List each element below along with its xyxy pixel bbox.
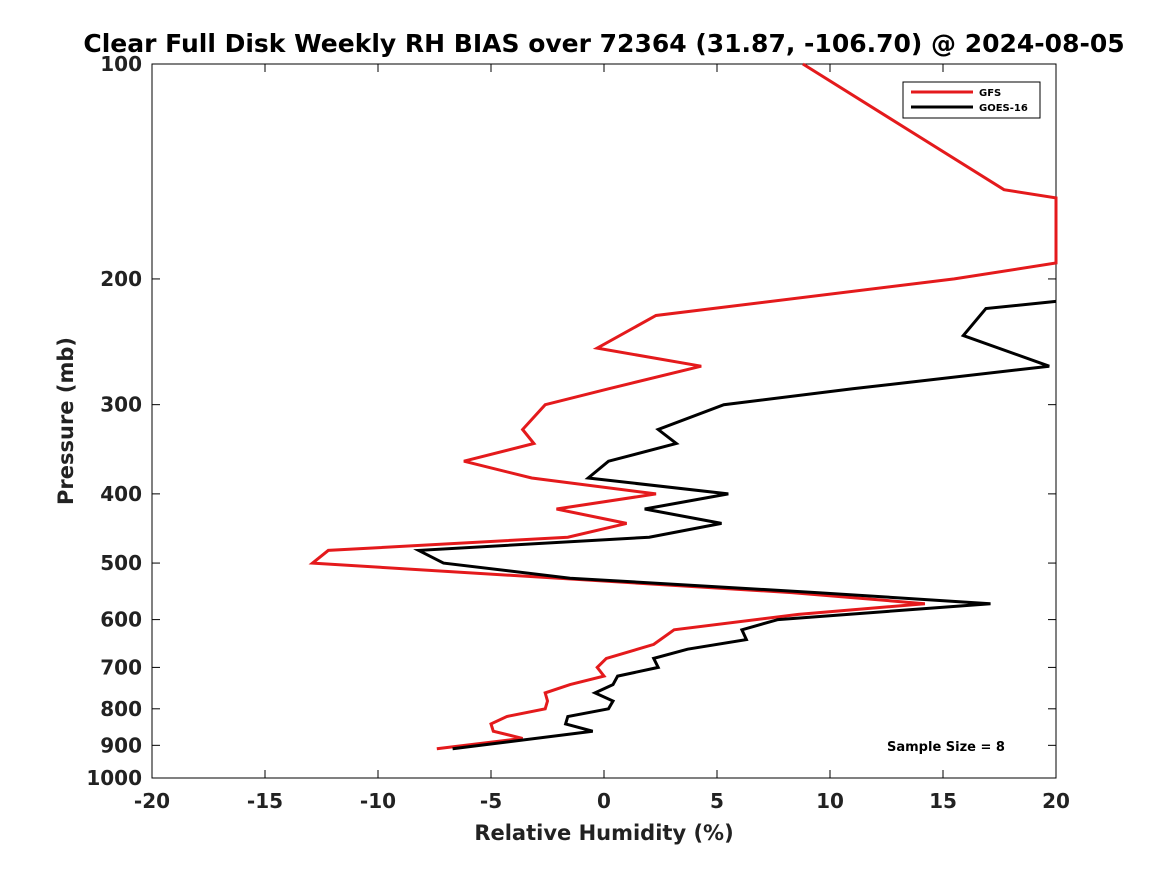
y-tick-label: 600	[100, 608, 142, 632]
y-tick-label: 900	[100, 733, 142, 757]
x-tick-label: -20	[134, 789, 170, 813]
series-line-gfs	[308, 62, 1058, 751]
x-axis-label: Relative Humidity (%)	[474, 821, 733, 845]
x-tick-label: -5	[480, 789, 502, 813]
x-tick-label: 20	[1042, 789, 1070, 813]
legend-goes-label: GOES-16	[979, 103, 1028, 114]
y-tick-label: 200	[100, 267, 142, 291]
x-tick-label: 15	[929, 789, 957, 813]
ticks-group: -20 -15 -10 -5 0 5 10 15 20 100 200 300 400 500 600 700…	[86, 52, 1070, 813]
y-tick-label: 300	[100, 393, 142, 417]
x-tick-label: 0	[597, 789, 611, 813]
x-tick-label: 5	[710, 789, 724, 813]
series-line-goes-16	[413, 299, 1057, 751]
legend-gfs-label: GFS	[979, 88, 1001, 99]
y-tick-label: 700	[100, 655, 142, 679]
x-tick-label: 10	[816, 789, 844, 813]
y-axis-label: Pressure (mb)	[54, 337, 78, 505]
y-tick-label: 100	[100, 52, 142, 76]
y-tick-label: 1000	[86, 766, 142, 790]
legend-box	[902, 81, 1041, 119]
x-tick-label: -10	[360, 789, 396, 813]
y-tick-label: 800	[100, 697, 142, 721]
legend: GFS GOES-16	[902, 81, 1041, 119]
x-tick-label: -15	[247, 789, 283, 813]
y-tick-label: 500	[100, 551, 142, 575]
y-tick-label: 400	[100, 482, 142, 506]
sample-size-annotation: Sample Size = 8	[887, 740, 1005, 755]
chart-title: Clear Full Disk Weekly RH BIAS over 7236…	[83, 29, 1124, 58]
series-group	[308, 62, 1058, 751]
plot-frame	[151, 63, 1057, 779]
